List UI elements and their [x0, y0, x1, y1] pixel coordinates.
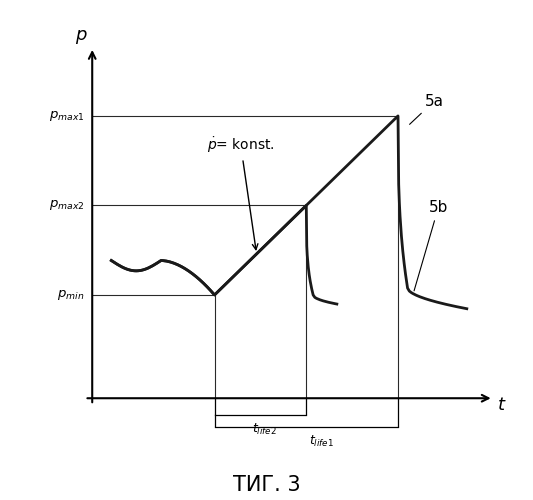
Text: 5b: 5b	[414, 200, 448, 291]
Text: $p_{max2}$: $p_{max2}$	[49, 198, 85, 212]
Text: t: t	[497, 396, 504, 414]
Text: $t_{life2}$: $t_{life2}$	[252, 422, 277, 438]
Text: $t_{life1}$: $t_{life1}$	[309, 434, 334, 450]
Text: 5a: 5a	[409, 94, 444, 124]
Text: $p_{min}$: $p_{min}$	[57, 288, 85, 302]
Text: $\dot{p}$= konst.: $\dot{p}$= konst.	[207, 136, 274, 250]
Text: $p_{max1}$: $p_{max1}$	[49, 109, 85, 123]
Text: p: p	[75, 26, 86, 44]
Text: ΤИГ. 3: ΤИГ. 3	[233, 475, 300, 495]
